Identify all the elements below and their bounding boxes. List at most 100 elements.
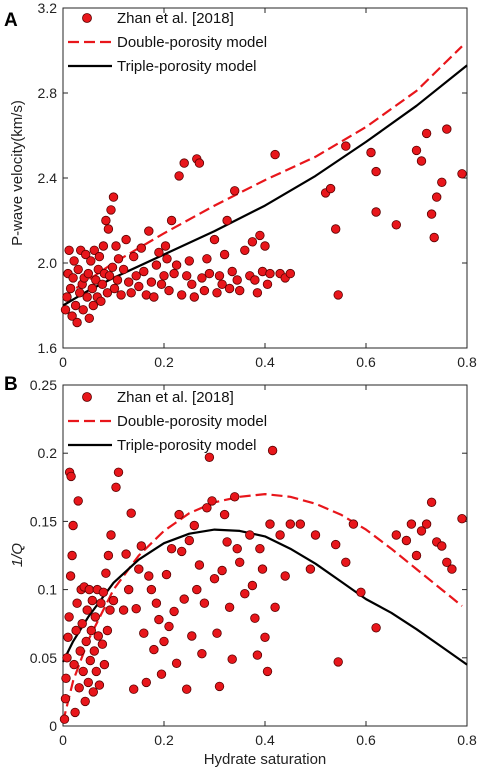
data-point — [80, 249, 91, 260]
data-point — [89, 646, 100, 656]
data-point — [73, 264, 83, 275]
data-point — [103, 224, 114, 234]
data-point — [174, 509, 184, 520]
data-point — [442, 124, 452, 134]
data-point — [189, 520, 200, 531]
data-point — [411, 550, 422, 561]
data-point — [169, 268, 179, 279]
data-point — [82, 605, 92, 615]
data-point — [401, 535, 412, 546]
y-axis-label: P-wave velocity(km/s) — [9, 100, 26, 246]
data-point — [149, 292, 159, 302]
data-point — [67, 311, 77, 321]
data-point — [227, 654, 237, 664]
data-point — [227, 266, 237, 277]
legend-label: Zhan et al. [2018] — [117, 389, 234, 406]
data-point — [84, 313, 95, 324]
data-point — [121, 234, 131, 245]
data-point — [285, 268, 296, 279]
data-point — [199, 598, 210, 608]
data-point — [162, 254, 172, 264]
data-point — [97, 279, 108, 290]
data-point — [144, 571, 154, 581]
data-point — [159, 271, 169, 281]
data-point — [102, 625, 113, 636]
data-point — [197, 649, 207, 659]
data-point — [366, 147, 376, 158]
data-point — [217, 565, 227, 576]
data-point — [184, 256, 195, 266]
data-point — [245, 530, 255, 540]
data-point — [98, 587, 109, 598]
data-point — [265, 519, 275, 529]
data-point — [179, 594, 189, 604]
data-point — [75, 646, 85, 656]
data-point — [61, 673, 71, 684]
data-point — [232, 275, 242, 285]
data-point — [97, 639, 108, 649]
data-point — [105, 605, 115, 615]
data-point — [90, 612, 101, 622]
y-tick-label: 3.2 — [38, 0, 58, 16]
legend-label: Triple-porosity model — [117, 437, 257, 454]
y-tick-label: 0.2 — [38, 445, 58, 461]
data-point — [197, 273, 207, 283]
data-point — [250, 613, 260, 623]
data-point — [222, 215, 232, 226]
data-point — [139, 266, 149, 277]
data-point — [416, 526, 427, 536]
data-point — [232, 544, 242, 554]
legend-marker — [82, 13, 92, 23]
data-point — [447, 564, 457, 574]
data-point — [252, 650, 263, 660]
x-tick-label: 0 — [59, 732, 67, 748]
y-tick-label: 2.4 — [38, 170, 58, 186]
data-point — [85, 655, 96, 666]
data-point — [348, 519, 359, 529]
data-point — [126, 288, 136, 298]
y-tick-label: 0.05 — [30, 650, 57, 666]
data-point — [229, 492, 240, 502]
data-point — [234, 285, 245, 296]
data-point — [270, 602, 280, 613]
data-point — [341, 141, 351, 151]
data-point — [262, 279, 273, 290]
series-line-double-porosity — [62, 45, 463, 298]
data-point — [123, 584, 134, 595]
data-point — [64, 612, 74, 622]
data-point — [106, 205, 116, 215]
x-tick-label: 0.4 — [255, 732, 275, 748]
data-point — [204, 452, 215, 463]
data-point — [164, 285, 174, 296]
data-point — [356, 587, 366, 598]
data-point — [262, 666, 273, 677]
data-point — [171, 658, 182, 669]
data-point — [113, 254, 124, 264]
data-point — [87, 283, 98, 294]
data-point — [247, 237, 258, 247]
data-point — [103, 550, 114, 561]
x-tick-label: 0.8 — [457, 354, 477, 370]
data-point — [181, 684, 192, 694]
data-point — [217, 279, 227, 290]
panel-label: B — [4, 374, 18, 395]
data-point — [267, 445, 278, 456]
data-point — [187, 631, 197, 641]
data-point — [77, 619, 87, 629]
data-point — [60, 305, 71, 315]
data-point — [255, 230, 265, 241]
data-point — [333, 290, 343, 300]
x-tick-label: 0.2 — [154, 732, 174, 748]
data-point — [141, 677, 152, 688]
data-point — [69, 256, 79, 266]
data-point — [214, 271, 225, 281]
data-point — [146, 277, 157, 287]
data-point — [156, 669, 167, 679]
data-point — [69, 659, 79, 670]
data-point — [154, 614, 164, 625]
data-point — [224, 283, 235, 294]
data-point — [212, 288, 222, 298]
legend-label: Double-porosity model — [117, 34, 267, 51]
data-point — [437, 541, 447, 551]
data-point — [65, 283, 76, 294]
